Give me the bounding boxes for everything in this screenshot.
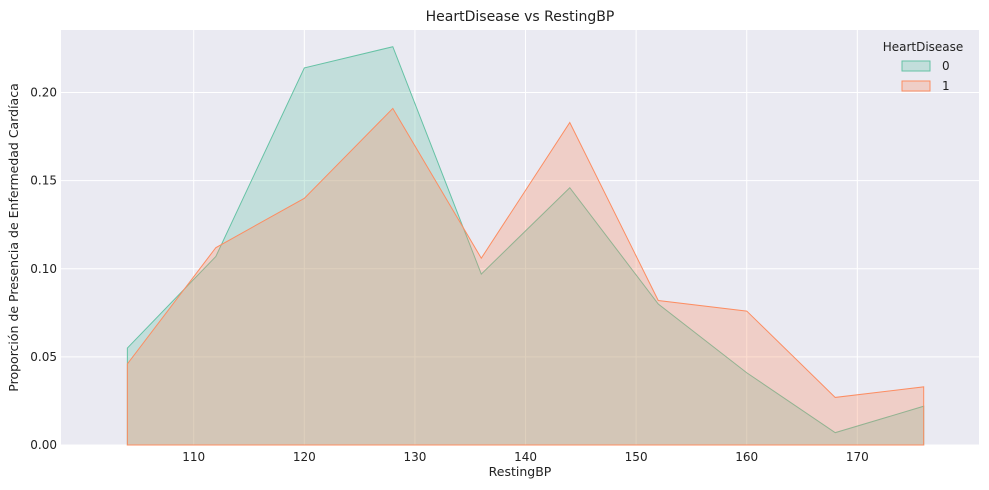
y-tick-label: 0.05 [30, 350, 57, 364]
legend: HeartDisease 0 1 [883, 40, 964, 93]
legend-title: HeartDisease [883, 40, 964, 54]
x-tick-label: 170 [846, 450, 869, 464]
y-axis-label: Proporción de Presencia de Enfermedad Ca… [6, 83, 21, 391]
x-tick-label: 110 [182, 450, 205, 464]
series-areas [126, 46, 925, 446]
legend-swatch-0 [901, 60, 931, 72]
x-axis-label: RestingBP [489, 464, 552, 479]
y-tick-label: 0.15 [30, 174, 57, 188]
legend-label-1: 1 [942, 79, 950, 93]
plot-area [61, 30, 979, 445]
legend-swatch-1 [901, 80, 931, 92]
x-axis-ticks: 110 120 130 140 150 160 170 [182, 450, 869, 464]
chart-title: HeartDisease vs RestingBP [426, 9, 615, 25]
y-tick-label: 0.10 [30, 262, 57, 276]
y-tick-label: 0.20 [30, 86, 57, 100]
y-axis-ticks: 0.00 0.05 0.10 0.15 0.20 [30, 86, 57, 452]
y-tick-label: 0.00 [30, 438, 57, 452]
x-tick-label: 160 [735, 450, 758, 464]
x-tick-label: 130 [403, 450, 426, 464]
x-tick-label: 140 [514, 450, 537, 464]
x-tick-label: 120 [293, 450, 316, 464]
legend-label-0: 0 [942, 59, 950, 73]
x-tick-label: 150 [625, 450, 648, 464]
